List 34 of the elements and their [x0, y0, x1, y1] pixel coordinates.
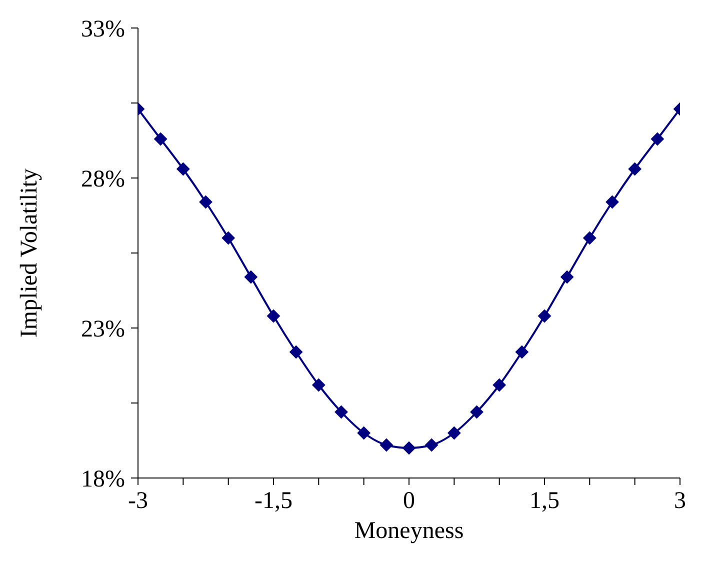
- point: [492, 378, 506, 392]
- point: [176, 162, 190, 176]
- point: [334, 406, 348, 418]
- x-tick-label: -3: [128, 488, 148, 514]
- point: [538, 310, 551, 322]
- point: [290, 346, 303, 358]
- point: [402, 442, 416, 454]
- point: [515, 346, 528, 358]
- x-tick-label: 1,5: [530, 488, 560, 514]
- point: [628, 162, 642, 176]
- point: [560, 270, 574, 284]
- y-tick-label: 23%: [81, 316, 125, 343]
- point: [448, 426, 461, 440]
- x-tick-label: 3: [674, 488, 686, 514]
- point: [267, 310, 280, 322]
- point: [154, 132, 168, 146]
- point: [380, 438, 393, 452]
- point: [425, 438, 438, 452]
- point: [222, 232, 235, 244]
- point: [244, 270, 258, 284]
- x-tick-label: -1,5: [254, 488, 292, 514]
- y-tick-label: 18%: [81, 466, 125, 493]
- point: [357, 426, 370, 440]
- point: [606, 196, 619, 208]
- point: [470, 406, 484, 418]
- x-tick-label: 0: [403, 488, 415, 514]
- point: [199, 196, 212, 208]
- y-tick-label: 33%: [81, 16, 125, 43]
- point: [312, 378, 326, 392]
- point: [583, 232, 596, 244]
- x-axis-title: Moneyness: [354, 518, 464, 544]
- y-tick-label: 28%: [81, 166, 125, 193]
- point: [650, 132, 664, 146]
- y-axis-title: Implied Volatility: [16, 168, 43, 338]
